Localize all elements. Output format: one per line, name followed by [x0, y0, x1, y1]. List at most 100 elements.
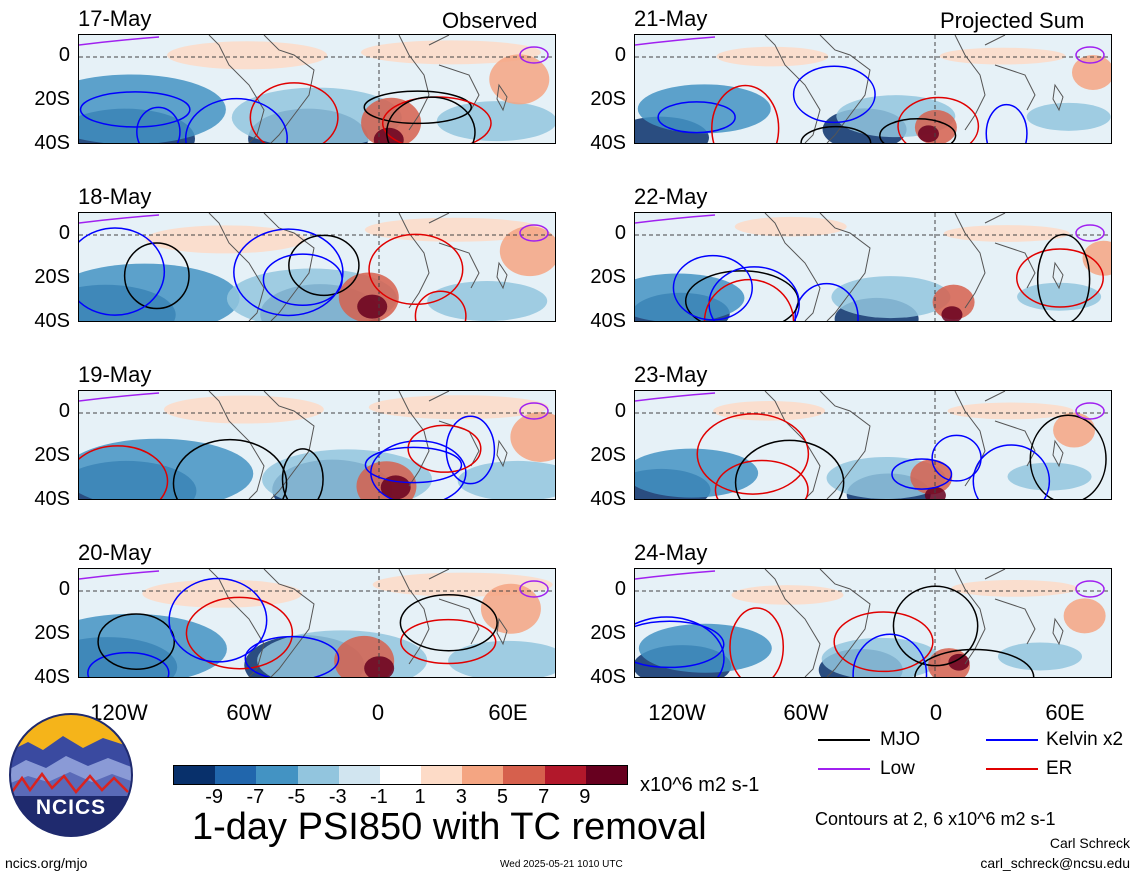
lon-label: 60W	[783, 700, 829, 725]
anomaly-shading	[635, 273, 745, 321]
coastline	[764, 213, 821, 321]
lat-label: 20S	[590, 622, 626, 644]
contour-line	[385, 96, 476, 143]
lat-label: 40S	[34, 132, 70, 154]
anomaly-shading	[941, 306, 963, 321]
anomaly-shading	[1082, 240, 1111, 276]
colorbar-tick-label: 1	[414, 786, 426, 808]
anomaly-shading	[635, 448, 759, 498]
footer-timestamp: Wed 2025-05-21 1010 UTC	[500, 859, 623, 870]
low-contour	[635, 570, 716, 580]
contour-line	[1015, 248, 1104, 308]
map-field	[79, 569, 555, 677]
colorbar-tick-label: -7	[246, 786, 265, 808]
coastline	[819, 391, 871, 499]
coastline	[984, 213, 1036, 289]
lat-label: 20S	[590, 444, 626, 466]
coastline	[496, 617, 508, 646]
lat-label: 40S	[590, 310, 626, 332]
contour-line	[172, 438, 288, 499]
contour-line	[79, 227, 166, 316]
contour-line	[891, 458, 953, 490]
colorbar-tick-label: 9	[579, 786, 591, 808]
anomaly-shading	[1026, 102, 1111, 131]
contour-line	[364, 446, 463, 484]
contour-line	[833, 611, 934, 673]
projected-sum-label: Projected Sum	[940, 8, 1085, 33]
low-contour	[519, 46, 549, 64]
map-panel	[634, 568, 1112, 678]
colorbar-swatch	[379, 766, 423, 784]
legend-label-mjo: MJO	[880, 729, 921, 750]
contour-line	[281, 448, 324, 499]
coastline	[496, 439, 508, 468]
lat-label: 0	[58, 44, 70, 66]
contour-line	[1029, 414, 1107, 499]
contour-line	[852, 633, 928, 677]
contour-line	[696, 413, 810, 495]
anomaly-shading	[948, 653, 970, 671]
map-panel	[78, 568, 556, 678]
coastline	[764, 35, 821, 143]
contour-line	[414, 290, 467, 321]
contour-line	[288, 234, 360, 297]
contour-line	[703, 278, 795, 321]
colorbar-tick-label: -5	[287, 786, 306, 808]
contour-line	[233, 228, 344, 317]
panel-date-right-1: 21-May	[634, 6, 708, 31]
anomaly-shading	[436, 101, 555, 142]
anomaly-shading	[79, 438, 254, 499]
contour-line	[794, 282, 859, 321]
legend-label-kelvin: Kelvin x2	[1046, 729, 1124, 750]
anomaly-shading	[1063, 598, 1106, 634]
coastline	[263, 391, 315, 499]
map-field	[635, 35, 1111, 143]
coastline	[428, 35, 480, 111]
colorbar-swatch	[256, 766, 299, 784]
map-field	[635, 391, 1111, 499]
coastline	[398, 569, 430, 665]
coastline	[208, 213, 265, 321]
coastline	[954, 213, 986, 309]
low-contour	[519, 224, 549, 242]
anomaly-shading	[489, 54, 550, 105]
low-contour	[1075, 224, 1105, 242]
anomaly-shading	[364, 217, 545, 242]
coastline	[954, 35, 986, 131]
anomaly-shading	[380, 475, 411, 499]
coastline	[984, 569, 1036, 645]
colorbar-tick-label: 7	[538, 786, 550, 808]
contour-line	[363, 90, 472, 125]
footer-email: carl_schreck@ncsu.edu	[980, 855, 1130, 871]
anomaly-shading	[734, 216, 847, 237]
map-panel	[634, 390, 1112, 500]
lat-label: 0	[614, 400, 626, 422]
contour-line	[185, 97, 288, 143]
coastline	[398, 35, 430, 131]
coastline	[1052, 261, 1064, 290]
low-legend-line	[818, 768, 870, 770]
coastline	[208, 391, 265, 499]
map-field	[79, 35, 555, 143]
contour-line	[262, 253, 343, 307]
anomaly-shading	[731, 585, 844, 605]
colorbar-swatch	[297, 766, 340, 784]
contour-line	[972, 444, 1051, 499]
contour-line	[399, 593, 498, 652]
anomaly-shading	[79, 613, 227, 677]
anomaly-shading	[361, 97, 422, 143]
contour-line	[136, 106, 181, 143]
panel-date-left-2: 18-May	[78, 184, 152, 209]
lon-label: 120W	[648, 700, 706, 725]
anomaly-shading	[448, 640, 555, 677]
colorbar-cells	[173, 765, 628, 785]
anomaly-shading	[457, 460, 555, 499]
lon-label: 0	[929, 700, 943, 725]
logo-text: NCICS	[35, 796, 107, 819]
er-legend-line	[986, 768, 1038, 770]
contour-line	[729, 607, 785, 677]
map-panel	[634, 34, 1112, 144]
colorbar-swatch	[174, 766, 217, 784]
panel-date-left-1: 17-May	[78, 6, 152, 31]
map-field	[79, 213, 555, 321]
